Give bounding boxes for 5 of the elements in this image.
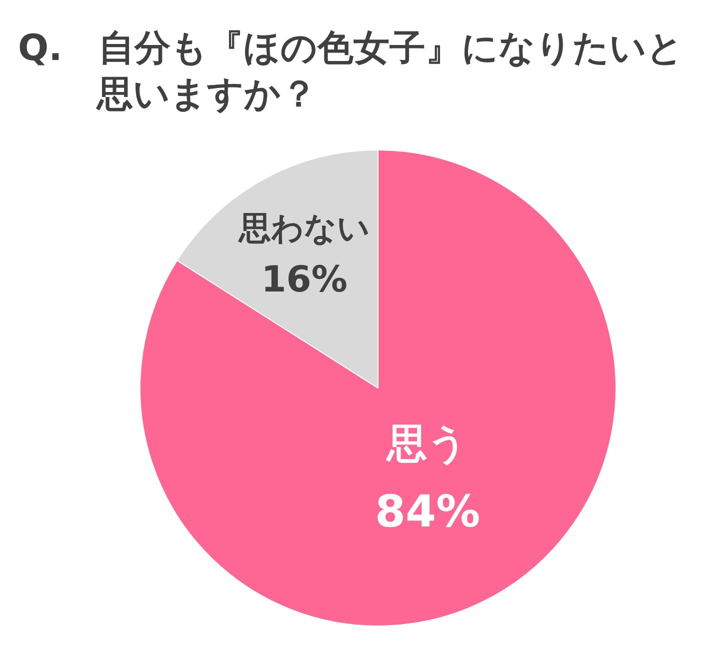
chart-title: Q. 自分も『ほの色女子』になりたいと思いますか？ [17,27,684,117]
slice-label: 思う [385,421,468,468]
data-label: 16% [261,259,348,300]
data-label: 84% [374,486,480,538]
slice-label: 思わない [238,208,370,247]
